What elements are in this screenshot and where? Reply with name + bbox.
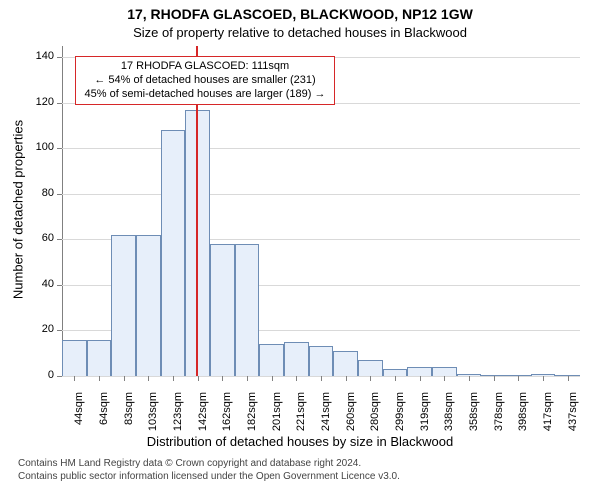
- y-tick-mark: [57, 330, 62, 331]
- x-tick-mark: [74, 376, 75, 381]
- x-tick-mark: [173, 376, 174, 381]
- x-tick-mark: [296, 376, 297, 381]
- chart-container: 17, RHODFA GLASCOED, BLACKWOOD, NP12 1GW…: [0, 0, 600, 500]
- y-tick-label: 80: [24, 187, 54, 199]
- x-tick-label: 64sqm: [98, 392, 110, 447]
- x-tick-mark: [222, 376, 223, 381]
- y-tick-label: 120: [24, 96, 54, 108]
- histogram-bar: [161, 130, 186, 376]
- x-tick-mark: [469, 376, 470, 381]
- chart-title-subtitle: Size of property relative to detached ho…: [0, 25, 600, 40]
- footer-line-2: Contains public sector information licen…: [18, 471, 400, 484]
- x-tick-mark: [444, 376, 445, 381]
- y-tick-label: 140: [24, 50, 54, 62]
- annotation-line-2: ← 54% of detached houses are smaller (23…: [80, 74, 330, 88]
- y-tick-mark: [57, 285, 62, 286]
- chart-title-address: 17, RHODFA GLASCOED, BLACKWOOD, NP12 1GW: [0, 6, 600, 22]
- footer-attribution: Contains HM Land Registry data © Crown c…: [18, 458, 400, 483]
- x-tick-mark: [395, 376, 396, 381]
- x-tick-label: 44sqm: [73, 392, 85, 447]
- x-tick-label: 201sqm: [271, 392, 283, 447]
- y-tick-mark: [57, 239, 62, 240]
- y-tick-label: 40: [24, 278, 54, 290]
- x-tick-mark: [494, 376, 495, 381]
- x-tick-label: 338sqm: [443, 392, 455, 447]
- x-tick-mark: [543, 376, 544, 381]
- x-tick-mark: [198, 376, 199, 381]
- x-tick-label: 417sqm: [542, 392, 554, 447]
- x-tick-mark: [124, 376, 125, 381]
- y-tick-mark: [57, 148, 62, 149]
- y-tick-mark: [57, 57, 62, 58]
- x-tick-label: 162sqm: [221, 392, 233, 447]
- histogram-bar: [111, 235, 136, 376]
- y-tick-label: 0: [24, 369, 54, 381]
- histogram-bar: [259, 344, 284, 376]
- x-tick-label: 83sqm: [123, 392, 135, 447]
- histogram-bar: [383, 369, 408, 376]
- y-tick-mark: [57, 103, 62, 104]
- footer-line-1: Contains HM Land Registry data © Crown c…: [18, 458, 400, 471]
- x-tick-label: 260sqm: [345, 392, 357, 447]
- x-tick-mark: [346, 376, 347, 381]
- x-tick-label: 241sqm: [320, 392, 332, 447]
- x-tick-label: 358sqm: [468, 392, 480, 447]
- x-tick-mark: [272, 376, 273, 381]
- annotation-line-3: 45% of semi-detached houses are larger (…: [80, 88, 330, 102]
- x-tick-label: 280sqm: [369, 392, 381, 447]
- x-tick-label: 299sqm: [394, 392, 406, 447]
- x-tick-label: 103sqm: [147, 392, 159, 447]
- histogram-bar: [358, 360, 383, 376]
- x-tick-mark: [518, 376, 519, 381]
- x-tick-mark: [247, 376, 248, 381]
- x-tick-label: 182sqm: [246, 392, 258, 447]
- y-tick-label: 100: [24, 141, 54, 153]
- histogram-bar: [235, 244, 260, 376]
- y-tick-mark: [57, 194, 62, 195]
- histogram-bar: [432, 367, 457, 376]
- x-tick-mark: [321, 376, 322, 381]
- x-tick-mark: [420, 376, 421, 381]
- histogram-bar: [136, 235, 161, 376]
- y-tick-mark: [57, 376, 62, 377]
- histogram-bar: [210, 244, 235, 376]
- x-tick-mark: [370, 376, 371, 381]
- histogram-bar: [407, 367, 432, 376]
- x-tick-label: 378sqm: [493, 392, 505, 447]
- x-tick-label: 221sqm: [295, 392, 307, 447]
- histogram-bar: [309, 346, 334, 376]
- x-tick-label: 437sqm: [567, 392, 579, 447]
- annotation-line-1: 17 RHODFA GLASCOED: 111sqm: [80, 60, 330, 74]
- y-gridline: [62, 148, 580, 149]
- y-tick-label: 20: [24, 323, 54, 335]
- x-tick-label: 398sqm: [517, 392, 529, 447]
- histogram-bar: [333, 351, 358, 376]
- x-tick-label: 319sqm: [419, 392, 431, 447]
- x-tick-mark: [148, 376, 149, 381]
- y-axis-line: [62, 46, 63, 376]
- histogram-bar: [62, 340, 87, 376]
- annotation-box: 17 RHODFA GLASCOED: 111sqm ← 54% of deta…: [75, 56, 335, 105]
- x-tick-label: 123sqm: [172, 392, 184, 447]
- x-tick-label: 142sqm: [197, 392, 209, 447]
- x-tick-mark: [99, 376, 100, 381]
- histogram-bar: [87, 340, 112, 376]
- histogram-bar: [284, 342, 309, 376]
- y-gridline: [62, 194, 580, 195]
- y-tick-label: 60: [24, 232, 54, 244]
- x-tick-mark: [568, 376, 569, 381]
